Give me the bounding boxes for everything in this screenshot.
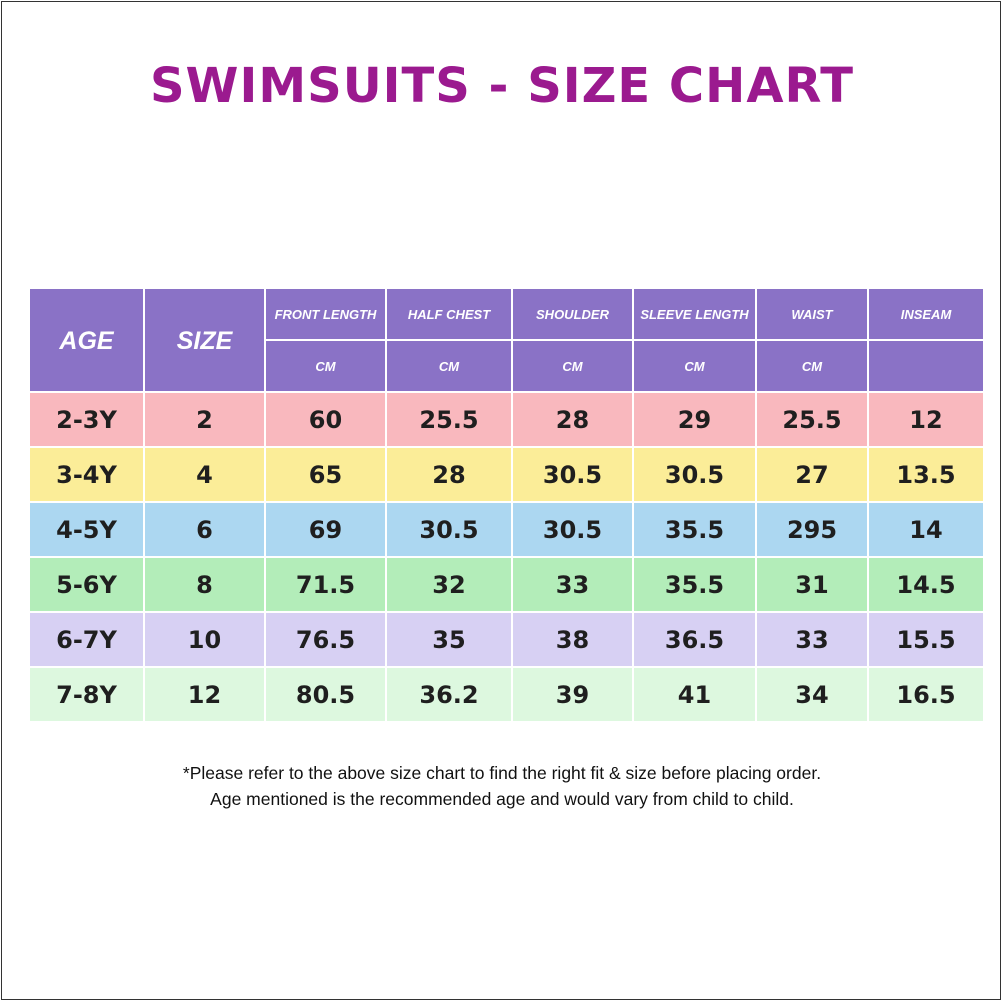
cell-age: 5-6Y [30,558,143,611]
page-title: SWIMSUITS - SIZE CHART [149,58,855,114]
unit-half-chest: CM [387,341,511,391]
footnote-size-advice: *Please refer to the above size chart to… [182,763,822,783]
cell-sleeve-length: 41 [634,668,755,721]
header-shoulder: SHOULDER [513,289,632,339]
cell-waist: 34 [757,668,867,721]
cell-age: 3-4Y [30,448,143,501]
header-size: SIZE [145,289,264,391]
cell-inseam: 13.5 [869,448,983,501]
cell-front-length: 76.5 [266,613,385,666]
cell-age: 4-5Y [30,503,143,556]
cell-size: 10 [145,613,264,666]
cell-front-length: 65 [266,448,385,501]
cell-waist: 31 [757,558,867,611]
cell-sleeve-length: 36.5 [634,613,755,666]
cell-front-length: 60 [266,393,385,446]
cell-waist: 25.5 [757,393,867,446]
size-chart-table: AGE SIZE FRONT LENGTH HALF CHEST SHOULDE… [30,289,983,721]
cell-inseam: 15.5 [869,613,983,666]
header-sleeve-length: SLEEVE LENGTH [634,289,755,339]
cell-front-length: 69 [266,503,385,556]
cell-sleeve-length: 29 [634,393,755,446]
unit-sleeve-length: CM [634,341,755,391]
cell-sleeve-length: 35.5 [634,503,755,556]
cell-inseam: 14.5 [869,558,983,611]
cell-half-chest: 30.5 [387,503,511,556]
cell-half-chest: 32 [387,558,511,611]
cell-size: 8 [145,558,264,611]
unit-inseam [869,341,983,391]
header-age: AGE [30,289,143,391]
cell-waist: 33 [757,613,867,666]
cell-size: 2 [145,393,264,446]
cell-age: 2-3Y [30,393,143,446]
cell-age: 7-8Y [30,668,143,721]
cell-inseam: 12 [869,393,983,446]
cell-sleeve-length: 30.5 [634,448,755,501]
cell-size: 12 [145,668,264,721]
cell-shoulder: 33 [513,558,632,611]
cell-inseam: 16.5 [869,668,983,721]
cell-front-length: 80.5 [266,668,385,721]
cell-half-chest: 36.2 [387,668,511,721]
unit-waist: CM [757,341,867,391]
cell-half-chest: 28 [387,448,511,501]
cell-size: 4 [145,448,264,501]
header-inseam: INSEAM [869,289,983,339]
cell-shoulder: 39 [513,668,632,721]
cell-shoulder: 30.5 [513,448,632,501]
cell-shoulder: 30.5 [513,503,632,556]
unit-front-length: CM [266,341,385,391]
cell-inseam: 14 [869,503,983,556]
unit-shoulder: CM [513,341,632,391]
cell-shoulder: 38 [513,613,632,666]
cell-half-chest: 25.5 [387,393,511,446]
header-half-chest: HALF CHEST [387,289,511,339]
cell-waist: 295 [757,503,867,556]
header-waist: WAIST [757,289,867,339]
cell-size: 6 [145,503,264,556]
cell-half-chest: 35 [387,613,511,666]
cell-age: 6-7Y [30,613,143,666]
cell-waist: 27 [757,448,867,501]
footnote-age-disclaimer: Age mentioned is the recommended age and… [210,789,794,809]
cell-front-length: 71.5 [266,558,385,611]
header-front-length: FRONT LENGTH [266,289,385,339]
cell-sleeve-length: 35.5 [634,558,755,611]
cell-shoulder: 28 [513,393,632,446]
